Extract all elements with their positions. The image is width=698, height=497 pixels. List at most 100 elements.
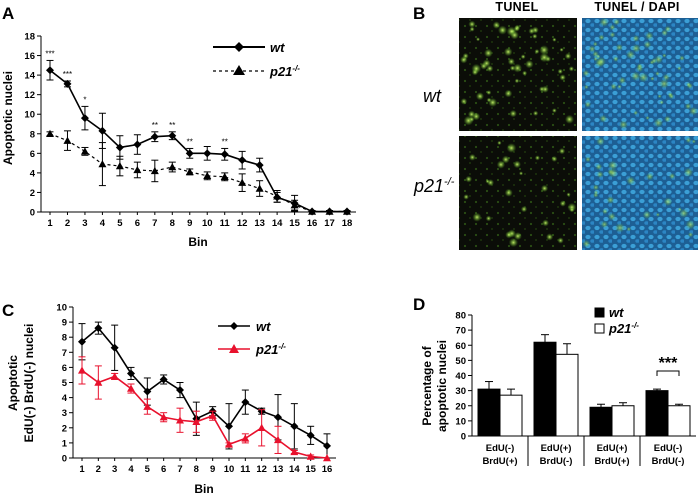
tunel-positive-cell [508,237,519,248]
chart-a-point-wt [238,156,247,165]
chart-a-xtick-label: 12 [237,218,248,229]
tunel-positive-cell [599,17,609,27]
chart-a-significance-marker: ** [152,121,158,130]
chart-c-ytick-label: 4 [62,393,68,404]
chart-c-ytick-label: 2 [62,423,67,434]
tunel-positive-cell [496,160,506,169]
tunel-positive-cell [514,78,520,84]
tunel-positive-cell [501,155,510,164]
tunel-positive-cell [677,66,682,71]
chart-a-xtick-label: 4 [100,218,106,229]
chart-a-xtick-label: 14 [272,218,283,229]
tunel-positive-cell [626,176,636,186]
chart-d-bar-p21 [667,405,691,437]
tunel-positive-cell [596,56,607,67]
chart-a-point-wt [185,149,194,158]
chart-a-xtick-label: 7 [152,218,157,229]
chart-d-category-label: BrdU(+) [482,456,517,467]
legend-wt-marker [230,322,238,330]
chart-d-ytick-label: 60 [455,341,466,352]
chart-c-xtick-label: 3 [112,464,117,475]
chart-c-xtick-label: 8 [194,464,199,475]
tunel-positive-cell [608,212,616,221]
tunel-positive-cell [685,219,696,230]
chart-a-point-wt [133,140,142,149]
tunel-positive-cell [557,237,564,244]
chart-d-category-label: BrdU(-) [540,456,573,467]
chart-c-point-wt [176,386,184,395]
micrograph-row2-label: p21-/- [413,176,455,196]
chart-c-point-wt [306,431,315,440]
tunel-positive-cell [460,56,468,64]
tunel-positive-cell [552,37,557,42]
chart-c-ytick-label: 8 [62,333,67,344]
tunel-positive-cell [664,25,671,33]
chart-d-ytick-label: 40 [455,371,466,382]
chart-a-point-p21 [168,163,177,171]
chart-a-significance-marker: * [83,95,86,104]
tunel-positive-cell [677,207,682,212]
chart-a-point-wt [220,150,229,159]
chart-a-point-wt [98,126,107,135]
chart-c-point-wt [323,441,331,450]
tunel-positive-cell [540,184,549,193]
chart-c-xtick-label: 14 [289,464,300,475]
tunel-positive-cell [497,25,508,35]
chart-a-point-wt [168,131,177,140]
chart-c-ylabel-line2: EdU(-) BrdU(-) nuclei [22,324,36,443]
chart-d-bar-wt [533,341,557,437]
legend-wt-marker [234,42,244,52]
panel-label-a: A [2,4,14,23]
tunel-positive-cell [615,222,625,233]
tunel-positive-cell [584,101,592,108]
tunel-positive-cell [559,74,566,81]
chart-c-xtick-label: 15 [305,464,316,475]
tunel-positive-cell [506,143,517,153]
chart-a-point-p21 [203,171,212,180]
chart-c-xtick-label: 13 [273,464,284,475]
chart-c-point-p21 [290,447,299,456]
chart-c-xtick-label: 9 [210,464,215,475]
tunel-positive-cell [513,63,523,73]
tunel-positive-cell [602,208,608,215]
chart-a-point-p21 [273,192,282,200]
chart-a-point-p21 [290,201,299,209]
chart-a-significance-marker: *** [63,70,72,79]
tunel-positive-cell [468,153,476,161]
chart-a-point-p21 [185,167,194,176]
chart-a-point-wt [150,132,159,141]
chart-a-xtick-label: 9 [187,218,192,229]
chart-a-xtick-label: 3 [82,218,87,229]
chart-a-ytick-label: 0 [30,208,35,219]
tunel-positive-cell [683,167,694,177]
chart-d-category-label: BrdU(-) [652,456,685,467]
chart-d-legend-p21: p21-/- [608,321,639,336]
chart-c-xtick-label: 7 [177,464,182,475]
chart-d-ytick-label: 30 [455,386,466,397]
chart-c-xtick-label: 16 [322,464,333,475]
tunel-positive-cell [592,41,598,47]
tunel-positive-cell [596,137,605,146]
chart-a-point-p21 [238,178,247,186]
tunel-positive-cell [626,226,632,232]
tunel-positive-cell [638,72,649,83]
tunel-positive-cell [650,76,655,81]
tunel-positive-cell [595,163,603,171]
tunel-positive-cell [566,192,571,197]
chart-c-point-wt [274,413,282,422]
chart-a-point-p21 [220,172,229,180]
tunel-positive-cell [654,55,663,64]
chart-c-point-wt [241,398,250,407]
chart-d-ytick-label: 50 [455,356,466,367]
chart-c-xtick-label: 6 [161,464,166,475]
tunel-positive-cell [485,215,492,222]
chart-a-xtick-label: 18 [342,218,353,229]
tunel-positive-cell [492,21,501,29]
chart-d-legend-wt: wt [609,305,624,320]
chart-c-point-p21 [159,413,168,421]
chart-c-point-p21 [176,416,184,424]
chart-a-xtick-label: 17 [324,218,335,229]
chart-c-xlabel: Bin [194,482,213,496]
chart-c-point-wt [94,324,103,333]
